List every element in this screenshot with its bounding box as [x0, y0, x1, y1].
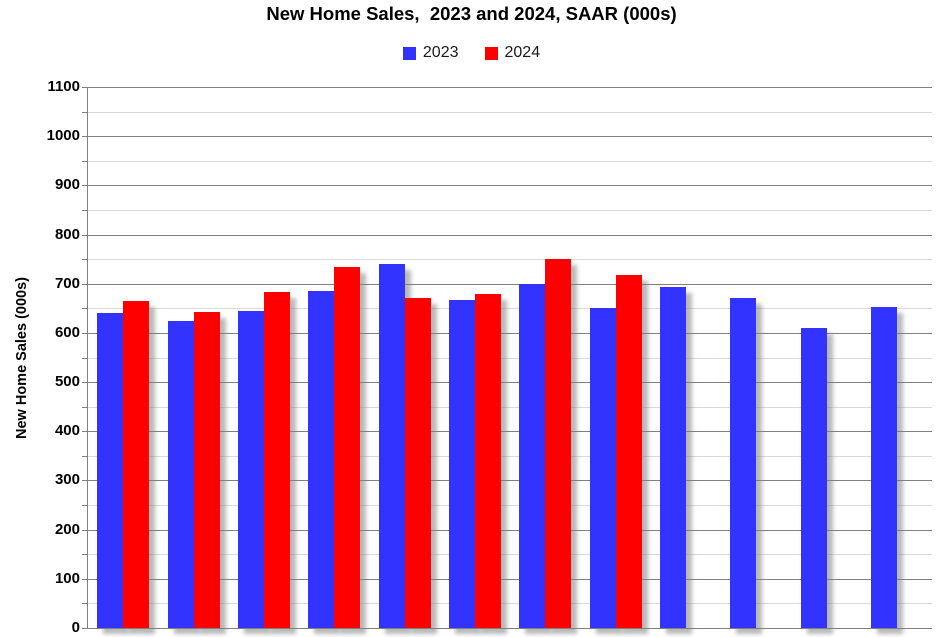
bar-2024-group6: [474, 293, 501, 628]
bar-2023-group2: [167, 320, 194, 628]
y-tick-label-100: 100: [54, 569, 80, 587]
gridline-minor-1050: [88, 111, 932, 113]
legend-item-2024: 2024: [484, 44, 541, 62]
legend-swatch-2023-icon: [402, 46, 416, 60]
y-tick-mark-minor-850: [82, 209, 88, 211]
bar-2023-group5: [378, 263, 405, 628]
y-tick-mark-minor-150: [82, 554, 88, 556]
gridline-minor-450: [88, 406, 932, 408]
bar-2023-group11: [800, 327, 827, 628]
y-tick-label-500: 500: [54, 373, 80, 391]
plot-area: [84, 87, 932, 630]
bar-2023-group8: [589, 308, 616, 628]
gridline-minor-750: [88, 259, 932, 261]
gridline-major-900: [88, 185, 932, 187]
y-tick-label-700: 700: [54, 274, 80, 292]
y-tick-mark-minor-250: [82, 505, 88, 507]
y-tick-mark-minor-350: [82, 455, 88, 457]
y-tick-label-300: 300: [54, 471, 80, 489]
y-tick-mark-minor-750: [82, 259, 88, 261]
bar-2023-group12: [870, 306, 897, 628]
gridline-minor-550: [88, 357, 932, 359]
y-tick-mark-900: [82, 185, 88, 187]
gridline-minor-950: [88, 160, 932, 162]
gridline-major-800: [88, 234, 932, 236]
bar-2024-group5: [404, 297, 431, 628]
gridline-major-1000: [88, 136, 932, 138]
bar-2024-group4: [334, 266, 361, 628]
y-tick-label-900: 900: [54, 176, 80, 194]
y-tick-mark-800: [82, 234, 88, 236]
gridline-major-600: [88, 332, 932, 334]
gridline-minor-250: [88, 505, 932, 507]
y-tick-label-200: 200: [54, 520, 80, 538]
gridline-major-200: [88, 529, 932, 531]
y-tick-label-800: 800: [54, 225, 80, 243]
bar-2023-group6: [448, 300, 475, 628]
bar-2023-group3: [237, 311, 264, 628]
y-tick-mark-1000: [82, 136, 88, 138]
y-tick-label-1000: 1000: [46, 127, 80, 145]
y-tick-mark-600: [82, 332, 88, 334]
y-tick-mark-minor-1050: [82, 111, 88, 113]
y-tick-label-400: 400: [54, 422, 80, 440]
x-axis-line: [84, 628, 932, 630]
y-tick-label-0: 0: [71, 619, 80, 636]
bar-2024-group3: [263, 292, 290, 628]
y-tick-mark-minor-550: [82, 357, 88, 359]
y-tick-mark-100: [82, 578, 88, 580]
gridline-major-300: [88, 480, 932, 482]
gridline-minor-50: [88, 603, 932, 605]
y-tick-mark-minor-650: [82, 308, 88, 310]
bar-2023-group9: [659, 286, 686, 628]
bar-2024-group8: [615, 275, 642, 628]
bar-2023-group7: [519, 283, 546, 628]
y-tick-label-600: 600: [54, 323, 80, 341]
gridline-major-100: [88, 578, 932, 580]
bar-2023-group10: [730, 298, 757, 628]
gridline-minor-850: [88, 209, 932, 211]
legend-label-2023: 2023: [422, 44, 459, 61]
y-tick-label-1100: 1100: [47, 78, 80, 95]
y-tick-mark-500: [82, 382, 88, 384]
gridline-major-1100: [88, 87, 932, 88]
gridline-major-700: [88, 283, 932, 285]
legend-swatch-2024-icon: [484, 46, 498, 60]
gridline-major-500: [88, 382, 932, 384]
bar-2024-group2: [193, 311, 220, 628]
chart-title: New Home Sales, 2023 and 2024, SAAR (000…: [266, 3, 677, 24]
gridline-minor-650: [88, 308, 932, 310]
legend-label-2024: 2024: [504, 44, 541, 61]
gridline-minor-150: [88, 554, 932, 556]
y-tick-mark-1100: [82, 87, 88, 88]
y-tick-mark-700: [82, 283, 88, 285]
y-tick-mark-minor-450: [82, 406, 88, 408]
legend: 2023 2024: [0, 44, 943, 62]
y-axis-line: [86, 87, 88, 628]
bar-2023-group1: [97, 313, 124, 628]
y-tick-mark-200: [82, 529, 88, 531]
y-tick-mark-400: [82, 431, 88, 433]
y-tick-mark-minor-950: [82, 160, 88, 162]
legend-item-2023: 2023: [402, 44, 459, 62]
bar-2023-group4: [308, 291, 335, 628]
y-tick-mark-300: [82, 480, 88, 482]
bar-2024-group1: [123, 301, 150, 628]
bar-2024-group7: [545, 258, 572, 628]
gridline-major-400: [88, 431, 932, 433]
y-tick-mark-minor-50: [82, 603, 88, 605]
gridline-minor-350: [88, 455, 932, 457]
